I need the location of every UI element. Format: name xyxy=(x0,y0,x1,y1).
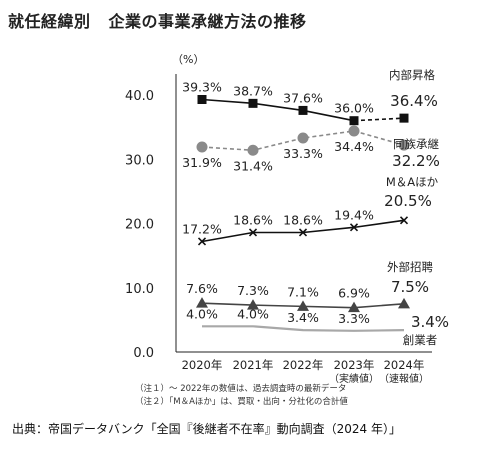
y-tick-label: 10.0 xyxy=(125,282,154,297)
data-label: 6.9% xyxy=(338,286,370,301)
x-tick-label: 2023年 xyxy=(334,358,375,372)
data-label: 17.2% xyxy=(182,221,222,236)
series-name-label: 外部招聘 xyxy=(387,260,433,274)
data-point-marker xyxy=(297,132,309,144)
series-name-label: M＆Aほか xyxy=(386,175,439,189)
data-label: 19.4% xyxy=(334,207,374,222)
data-point-marker xyxy=(247,299,259,310)
data-label: 36.0% xyxy=(334,101,374,116)
series-latest-value: 3.4% xyxy=(411,313,449,331)
series-name-label: 同族承継 xyxy=(393,137,439,151)
data-label: 31.4% xyxy=(233,158,273,173)
series-latest-value: 36.4% xyxy=(390,92,438,110)
data-point-marker xyxy=(297,300,309,311)
series-latest-value: 7.5% xyxy=(391,278,429,296)
y-axis-unit: （%） xyxy=(172,53,204,66)
series-line-0 xyxy=(201,98,355,122)
data-point-marker xyxy=(399,216,409,225)
series-latest-value: 32.2% xyxy=(392,152,440,170)
data-point-marker xyxy=(348,301,360,313)
data-label: 39.3% xyxy=(182,79,222,94)
title-main: 就任経緯別 xyxy=(8,12,91,31)
y-tick-label: 20.0 xyxy=(125,218,154,233)
x-tick-sublabel: （実績値） xyxy=(329,372,379,385)
x-tick-label: 2021年 xyxy=(233,358,274,372)
data-label: 3.4% xyxy=(287,310,319,325)
data-label: 7.6% xyxy=(186,281,218,296)
series-line-4 xyxy=(202,325,405,332)
series-line-1 xyxy=(201,130,405,152)
data-label: 3.3% xyxy=(338,311,370,326)
data-label: 31.9% xyxy=(182,155,222,170)
data-point-marker xyxy=(196,141,208,153)
data-point-marker xyxy=(248,228,258,237)
y-tick-label: 40.0 xyxy=(125,89,154,104)
x-tick-label: 2024年 xyxy=(384,358,425,372)
data-point-marker xyxy=(349,116,359,126)
data-point-marker xyxy=(398,139,410,151)
data-point-marker xyxy=(247,144,259,156)
series-latest-value: 20.5% xyxy=(384,192,432,210)
data-point-marker xyxy=(349,223,359,232)
data-label: 18.6% xyxy=(283,212,323,227)
y-tick-label: 30.0 xyxy=(125,153,154,168)
series-name-label: 創業者 xyxy=(403,333,438,347)
data-point-marker xyxy=(298,228,308,237)
series-line-0-last xyxy=(353,117,405,122)
x-tick-label: 2022年 xyxy=(283,358,324,372)
data-point-marker xyxy=(196,297,208,308)
data-label: 7.3% xyxy=(237,283,269,298)
data-label: 37.6% xyxy=(283,90,323,105)
data-point-marker xyxy=(398,297,410,309)
data-label: 4.0% xyxy=(186,306,218,321)
source-citation: 出典：帝国データバンク「全国『後継者不在率』動向調査（2024 年）」 xyxy=(12,422,401,436)
data-label: 38.7% xyxy=(233,83,273,98)
data-point-marker xyxy=(348,125,360,137)
title-sub: 企業の事業承継方法の推移 xyxy=(108,12,307,31)
data-label: 33.3% xyxy=(283,146,323,161)
note-1: （注１）～ 2022年の数値は、過去調査時の最新データ xyxy=(135,384,347,394)
x-tick-label: 2020年 xyxy=(182,358,223,372)
data-label: 18.6% xyxy=(233,212,273,227)
data-label: 7.1% xyxy=(287,284,319,299)
note-2: （注２）「M＆Aほか」は、買取・出向・分社化の合計値 xyxy=(135,397,348,407)
data-label: 34.4% xyxy=(334,139,374,154)
chart-title: 就任経緯別 企業の事業承継方法の推移 xyxy=(8,8,307,32)
series-name-label: 内部昇格 xyxy=(389,68,435,82)
chart-notes: （注１）～ 2022年の数値は、過去調査時の最新データ （注２）「M＆Aほか」は… xyxy=(135,383,348,409)
y-tick-label: 0.0 xyxy=(133,346,154,361)
data-point-marker xyxy=(248,98,258,108)
data-point-marker xyxy=(197,94,207,104)
data-point-marker xyxy=(197,237,207,246)
x-tick-sublabel: （速報値） xyxy=(379,372,429,385)
data-point-marker xyxy=(399,113,409,123)
data-label: 4.0% xyxy=(237,306,269,321)
data-point-marker xyxy=(298,105,308,115)
